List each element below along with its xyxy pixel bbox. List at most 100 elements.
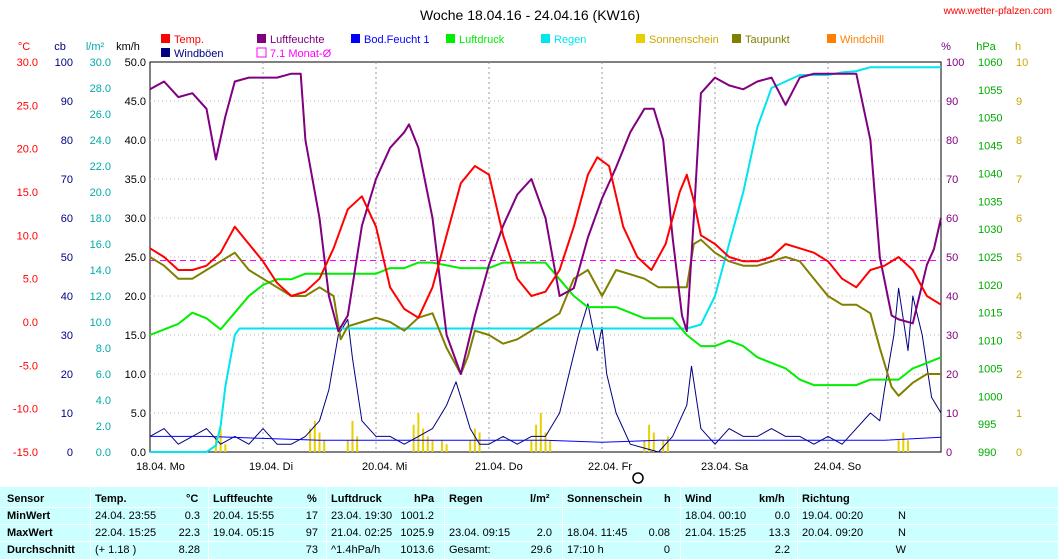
cb-tick: 60 xyxy=(61,213,73,225)
cb-tick: 90 xyxy=(61,96,73,108)
rain-tick: 8.0 xyxy=(96,343,111,355)
site-link[interactable]: www.wetter-pfalzen.com xyxy=(943,6,1052,17)
cb-tick: 70 xyxy=(61,174,73,186)
temp-tick: 25.0 xyxy=(17,100,38,112)
legend-swatch xyxy=(257,34,266,43)
current-marker-icon xyxy=(632,472,644,484)
sunshine-bar xyxy=(313,420,316,452)
sun-tick: 7 xyxy=(1016,174,1022,186)
sun-tick: 2 xyxy=(1016,369,1022,381)
hum-tick: 20 xyxy=(946,369,958,381)
cb-tick: 20 xyxy=(61,369,73,381)
wind-tick: 35.0 xyxy=(125,174,146,186)
sunshine-bar xyxy=(907,440,910,452)
press-tick: 1000 xyxy=(978,391,1002,403)
axis-units: °C cb l/m² km/h% hPa h xyxy=(18,41,1021,53)
sunshine-bar xyxy=(219,428,222,452)
row-label: MinWert xyxy=(7,510,51,522)
sunshine-bar xyxy=(666,436,669,452)
rain-tick: 18.0 xyxy=(90,213,111,225)
plot-area xyxy=(149,61,942,453)
sunshine-bar xyxy=(530,440,533,452)
plot-grid xyxy=(150,62,941,452)
cell-value: 0.3 xyxy=(184,510,200,522)
temp-tick: 15.0 xyxy=(17,187,38,199)
press-tick: 1005 xyxy=(978,363,1002,375)
rain-tick: 0.0 xyxy=(96,447,111,459)
sunshine-bar xyxy=(323,440,326,452)
sunshine-bar xyxy=(549,440,552,452)
sun-tick: 3 xyxy=(1016,330,1022,342)
rain-tick: 24.0 xyxy=(90,135,111,147)
wind-tick: 10.0 xyxy=(125,369,146,381)
cell-value: N xyxy=(898,527,906,539)
legend-swatch xyxy=(256,47,267,58)
cell-note: ^1.4hPa/h xyxy=(331,544,381,556)
legend-swatch xyxy=(161,34,170,43)
sun-tick: 9 xyxy=(1016,96,1022,108)
legend-swatch xyxy=(827,34,836,43)
legend-swatch xyxy=(541,34,550,43)
sunshine-bar xyxy=(902,432,905,452)
press-tick: 1055 xyxy=(978,85,1002,97)
cell-value: 0 xyxy=(663,544,670,556)
wind-tick: 40.0 xyxy=(125,135,146,147)
day-label: 22.04. Fr xyxy=(588,461,632,473)
temp-tick: 5.0 xyxy=(23,274,38,286)
series-windb-en xyxy=(149,287,942,453)
axis-unit: cb xyxy=(54,41,66,53)
sunshine-bar xyxy=(445,444,448,452)
header-feuchte: Luftfeuchte xyxy=(213,493,273,505)
press-tick: 1030 xyxy=(978,224,1002,236)
wind-tick: 50.0 xyxy=(125,57,146,69)
day-label: 23.04. Sa xyxy=(701,461,749,473)
row-label: MaxWert xyxy=(7,527,53,539)
cb-tick: 10 xyxy=(61,408,73,420)
day-label: 19.04. Di xyxy=(249,461,293,473)
hum-tick: 90 xyxy=(946,96,958,108)
cell-note: 17:10 h xyxy=(567,544,604,556)
sunshine-bar xyxy=(356,436,359,452)
cell-time: 19.04. 05:15 xyxy=(213,527,275,539)
hum-tick: 50 xyxy=(946,252,958,264)
rain-tick: 26.0 xyxy=(90,109,111,121)
hum-tick: 10 xyxy=(946,408,958,420)
header-sensor: Sensor xyxy=(7,493,45,505)
day-label: 20.04. Mi xyxy=(362,461,407,473)
sunshine-bar xyxy=(478,432,481,452)
hum-tick: 30 xyxy=(946,330,958,342)
legend-label: Bod.Feucht 1 xyxy=(364,34,429,46)
sunshine-bar xyxy=(544,432,547,452)
cb-tick: 100 xyxy=(55,57,73,69)
sunshine-bar xyxy=(412,424,415,452)
press-tick: 1035 xyxy=(978,196,1002,208)
stats-row-max: MaxWert 22.04. 15:25 22.3 19.04. 05:15 9… xyxy=(0,527,1058,543)
cell-value: 1025.9 xyxy=(400,527,434,539)
legend-label: Luftfeuchte xyxy=(270,34,324,46)
legend-label: Sonnenschein xyxy=(649,34,719,46)
rain-tick: 28.0 xyxy=(90,83,111,95)
sun-tick: 0 xyxy=(1016,447,1022,459)
sunshine-bar xyxy=(346,440,349,452)
axis-unit: km/h xyxy=(116,41,140,53)
header-wind: Wind xyxy=(685,493,712,505)
legend-label: Taupunkt xyxy=(745,34,790,46)
cell-time: 20.04. 09:20 xyxy=(802,527,864,539)
legend-swatch xyxy=(446,34,455,43)
header-richtung: Richtung xyxy=(802,493,850,505)
legend-label: Windchill xyxy=(840,34,884,46)
press-tick: 1025 xyxy=(978,252,1002,264)
header-druck: Luftdruck xyxy=(331,493,382,505)
statistics-table: Sensor Temp. °C Luftfeuchte % Luftdruck … xyxy=(0,487,1058,559)
wind-tick: 30.0 xyxy=(125,213,146,225)
hum-tick: 80 xyxy=(946,135,958,147)
hum-tick: 100 xyxy=(946,57,964,69)
rain-tick: 12.0 xyxy=(90,291,111,303)
wind-tick: 20.0 xyxy=(125,291,146,303)
legend-label: Windböen xyxy=(174,48,224,60)
temp-tick: -15.0 xyxy=(13,447,38,459)
cell-value: 0.0 xyxy=(774,510,790,522)
series-temp- xyxy=(149,156,942,319)
legend-label: Temp. xyxy=(174,34,204,46)
cell-time: 22.04. 15:25 xyxy=(95,527,157,539)
